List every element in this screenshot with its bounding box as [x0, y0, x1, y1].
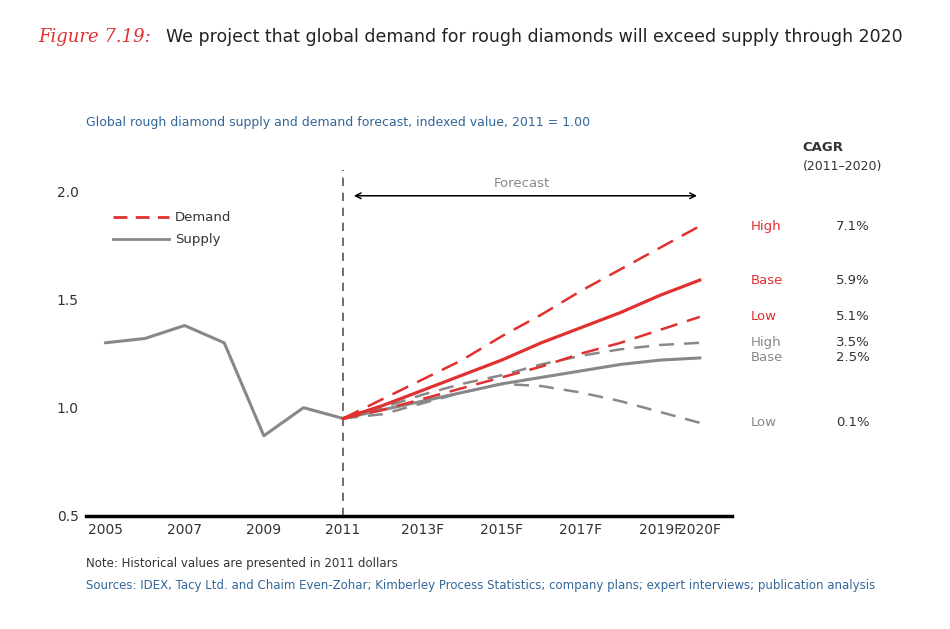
- Text: Supply: Supply: [175, 233, 220, 245]
- Text: High: High: [750, 220, 781, 233]
- Text: 3.5%: 3.5%: [836, 337, 870, 349]
- Text: Figure 7.19:: Figure 7.19:: [38, 28, 151, 47]
- Text: We project that global demand for rough diamonds will exceed supply through 2020: We project that global demand for rough …: [166, 28, 902, 47]
- Text: Low: Low: [750, 416, 776, 430]
- Text: CAGR: CAGR: [803, 141, 844, 154]
- Text: Forecast: Forecast: [493, 177, 550, 191]
- Text: High: High: [750, 337, 781, 349]
- Text: Global rough diamond supply and demand forecast, indexed value, 2011 = 1.00: Global rough diamond supply and demand f…: [86, 116, 590, 130]
- Text: Note: Historical values are presented in 2011 dollars: Note: Historical values are presented in…: [86, 557, 397, 570]
- Text: 2.5%: 2.5%: [836, 352, 870, 364]
- Text: 5.1%: 5.1%: [836, 310, 870, 323]
- Text: 7.1%: 7.1%: [836, 220, 870, 233]
- Text: Base: Base: [750, 274, 783, 287]
- Text: 5.9%: 5.9%: [836, 274, 869, 287]
- Text: 0.1%: 0.1%: [836, 416, 869, 430]
- Text: Sources: IDEX, Tacy Ltd. and Chaim Even-Zohar; Kimberley Process Statistics; com: Sources: IDEX, Tacy Ltd. and Chaim Even-…: [86, 579, 875, 592]
- Text: Low: Low: [750, 310, 776, 323]
- Text: (2011–2020): (2011–2020): [803, 160, 883, 173]
- Text: Base: Base: [750, 352, 783, 364]
- Text: Demand: Demand: [175, 211, 231, 224]
